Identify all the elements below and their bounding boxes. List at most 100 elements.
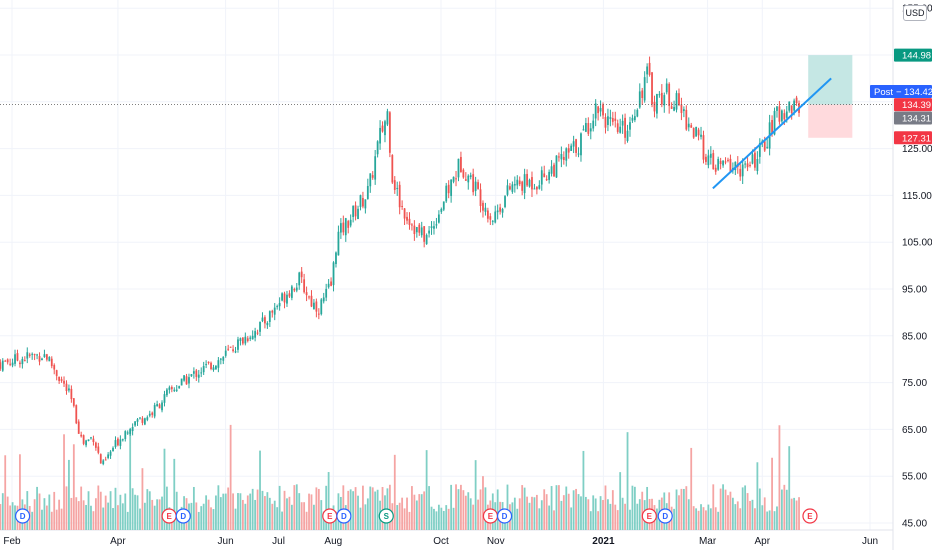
event-marker-d[interactable]: D: [16, 509, 30, 523]
event-marker-s[interactable]: S: [379, 509, 393, 523]
volume-bar: [227, 488, 229, 530]
candle-body: [538, 185, 540, 189]
volume-bar: [531, 497, 533, 530]
volume-bar: [524, 488, 526, 530]
volume-bar: [2, 493, 4, 530]
candle-body: [24, 360, 26, 361]
candle-body: [602, 104, 604, 115]
candle-body: [416, 227, 418, 232]
candle-body: [323, 297, 325, 301]
volume-bar: [137, 495, 139, 530]
price-tag-value: 134.31: [902, 114, 931, 125]
candle-body: [56, 370, 58, 376]
volume-bar: [320, 500, 322, 530]
volume-bar: [220, 497, 222, 530]
volume-bar: [264, 496, 266, 530]
candle-body: [727, 160, 729, 161]
volume-bar: [80, 487, 82, 530]
candle-body: [198, 375, 200, 378]
event-letter: D: [662, 512, 668, 521]
candle-body: [188, 377, 190, 383]
volume-bar: [597, 511, 599, 530]
candle-body: [7, 359, 9, 362]
candle-body: [587, 123, 589, 134]
volume-bar: [514, 498, 516, 530]
volume-bar: [779, 425, 781, 530]
candle-body: [119, 439, 121, 445]
candle-body: [259, 322, 261, 332]
volume-bar: [262, 491, 264, 530]
candle-body: [137, 419, 139, 422]
volume-bar: [7, 497, 9, 530]
long-position-tool[interactable]: [808, 55, 852, 138]
candle-body: [783, 113, 785, 119]
time-axis[interactable]: Feb Apr Jun Jul Aug Oct Nov 2021 Mar Apr Jun: [3, 536, 878, 547]
event-marker-e[interactable]: E: [483, 509, 497, 523]
event-marker-d[interactable]: D: [498, 509, 512, 523]
volume-bar: [117, 505, 119, 530]
candle-body: [227, 349, 229, 350]
volume-bar: [58, 500, 60, 530]
volume-bar: [485, 487, 487, 530]
candle-body: [183, 375, 185, 380]
candle-body: [492, 221, 494, 222]
candle-body: [705, 157, 707, 162]
volume-bar: [254, 500, 256, 530]
volume-bar: [578, 494, 580, 530]
candle-body: [644, 77, 646, 100]
price-axis[interactable]: 45.00 55.00 65.00 75.00 85.00 95.00 105.00 115.…: [902, 4, 932, 530]
candle-body: [266, 323, 268, 325]
volume-bar: [458, 489, 460, 530]
event-marker-d[interactable]: D: [337, 509, 351, 523]
volume-bar: [237, 493, 239, 530]
volume-bar: [470, 498, 472, 530]
volume-bar: [707, 505, 709, 530]
candle-body: [399, 185, 401, 207]
event-marker-e[interactable]: E: [803, 509, 817, 523]
candle-body: [9, 364, 11, 365]
volume-bar: [717, 512, 719, 530]
event-marker-e[interactable]: E: [162, 509, 176, 523]
candle-body: [97, 447, 99, 453]
volume-bar: [63, 434, 65, 530]
candle-body: [556, 156, 558, 178]
candle-body: [115, 440, 117, 447]
volume-bar: [695, 508, 697, 530]
candle-body: [629, 122, 631, 129]
volume-bar: [690, 448, 692, 530]
candle-body: [516, 180, 518, 186]
currency-selector[interactable]: USD: [903, 5, 927, 21]
event-marker-e[interactable]: E: [642, 509, 656, 523]
event-marker-e[interactable]: E: [323, 509, 337, 523]
candle-body: [453, 177, 455, 182]
candle-body: [31, 354, 33, 355]
volume-bar: [154, 506, 156, 530]
candle-body: [771, 120, 773, 133]
volume-bar: [715, 507, 717, 530]
candle-body: [129, 429, 131, 434]
volume-bar: [460, 485, 462, 530]
candle-body: [717, 159, 719, 170]
volume-bar: [436, 511, 438, 530]
candle-body: [685, 110, 687, 130]
event-marker-d[interactable]: D: [176, 509, 190, 523]
candle-body: [186, 376, 188, 384]
loss-zone[interactable]: [808, 105, 852, 138]
candle-body: [673, 107, 675, 111]
candle-body: [342, 223, 344, 233]
volume-bar: [737, 501, 739, 530]
volume-bar: [605, 485, 607, 530]
volume-bar: [374, 492, 376, 530]
candle-body: [21, 359, 23, 364]
candle-body: [624, 118, 626, 138]
candle-body: [2, 361, 4, 371]
candle-body: [377, 141, 379, 154]
candle-body: [200, 372, 202, 373]
candle-body: [477, 182, 479, 189]
candle-body: [592, 121, 594, 129]
event-marker-d[interactable]: D: [658, 509, 672, 523]
volume-bar: [433, 509, 435, 530]
volume-bar: [61, 509, 63, 530]
volume-bar: [752, 500, 754, 530]
